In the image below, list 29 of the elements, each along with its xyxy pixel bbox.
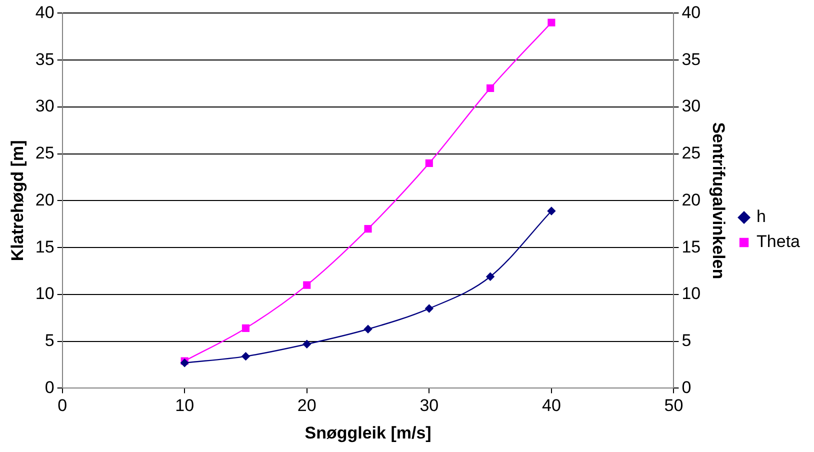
x-tick-label: 40 [542, 396, 561, 416]
y-tick-label: 30 [35, 96, 54, 116]
y2-tick-label: 15 [682, 237, 701, 256]
y-tick-label: 40 [35, 2, 54, 22]
y-tick-label: 20 [35, 190, 54, 210]
x-tick-label: 50 [664, 396, 684, 416]
x-tick-label: 0 [58, 396, 68, 416]
y-tick-label: 0 [44, 378, 54, 397]
legend-label: h [756, 207, 766, 226]
y-tick-label: 5 [44, 331, 54, 350]
x-tick-label: 30 [420, 396, 439, 416]
y2-tick-label: 5 [682, 331, 692, 350]
y2-axis-title: Sentrifugalvinkelen [709, 122, 728, 280]
y2-tick-label: 10 [682, 284, 701, 304]
y2-tick-label: 35 [682, 50, 701, 69]
y2-tick-label: 0 [682, 378, 692, 397]
y2-tick-label: 30 [682, 96, 701, 116]
y2-tick-label: 40 [682, 2, 701, 22]
y2-tick-label: 20 [682, 190, 701, 210]
y2-tick-label: 25 [682, 144, 701, 163]
y-tick-label: 15 [35, 237, 54, 256]
y-axis-title: Klatrehøgd [m] [8, 140, 27, 262]
x-axis-title: Snøggleik [m/s] [304, 423, 432, 442]
y-tick-label: 25 [35, 144, 54, 163]
x-tick-label: 10 [175, 396, 194, 416]
y-tick-label: 10 [35, 284, 54, 304]
x-tick-label: 20 [297, 396, 316, 416]
legend-label: Theta [756, 232, 801, 252]
y-tick-label: 35 [35, 50, 54, 69]
